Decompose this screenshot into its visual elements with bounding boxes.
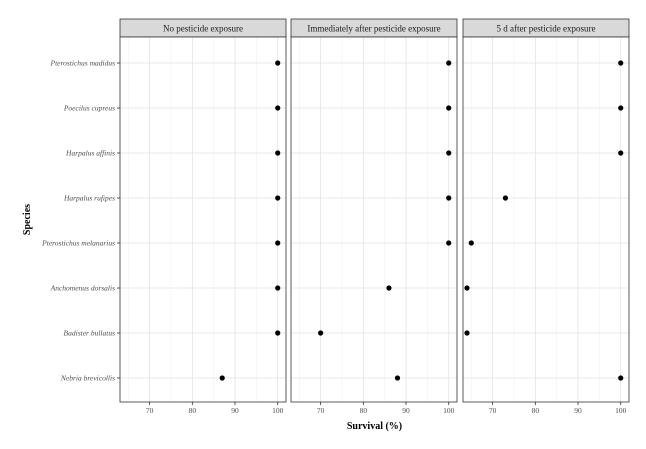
- panel-2: Immediately after pesticide exposure 70 80…: [290, 18, 458, 415]
- panel-strip-label: Immediately after pesticide exposure: [307, 24, 440, 34]
- data-point: [275, 330, 281, 336]
- y-category-label: Nebria brevicollis: [60, 374, 115, 383]
- data-point: [275, 105, 281, 111]
- data-point: [275, 195, 281, 201]
- panel-border: [462, 36, 630, 403]
- y-category-label: Anchomenus dorsalis: [50, 284, 115, 293]
- data-point: [318, 330, 324, 336]
- y-category-label: Pterostichus madidus: [49, 59, 115, 68]
- data-point: [618, 375, 624, 381]
- data-point: [446, 150, 452, 156]
- x-tick-label: 90: [574, 406, 582, 415]
- data-point: [618, 150, 624, 156]
- x-tick-label: 80: [189, 406, 197, 415]
- x-axis-title: Survival (%): [347, 421, 402, 432]
- data-point: [275, 285, 281, 291]
- x-tick-label: 70: [146, 406, 154, 415]
- x-tick-label: 70: [317, 406, 325, 415]
- data-point: [275, 60, 281, 66]
- data-point: [618, 105, 624, 111]
- panel-strip-label: No pesticide exposure: [163, 24, 243, 34]
- data-point: [618, 60, 624, 66]
- x-tick-label: 90: [231, 406, 239, 415]
- panel-background: [120, 37, 286, 402]
- panel-background: [463, 37, 629, 402]
- panel-border: [290, 36, 458, 403]
- y-category-label: Harpalus rufipes: [63, 194, 115, 203]
- panel-background: [291, 37, 457, 402]
- data-point: [386, 285, 392, 291]
- x-tick-label: 90: [402, 406, 410, 415]
- data-point: [446, 105, 452, 111]
- panel-strip-label: 5 d after pesticide exposure: [497, 24, 596, 34]
- data-point: [219, 375, 225, 381]
- y-axis-title: Species: [22, 204, 33, 235]
- data-point: [502, 195, 509, 201]
- x-tick-label: 80: [360, 406, 368, 415]
- x-tick-label: 100: [615, 406, 627, 415]
- data-point: [468, 240, 474, 246]
- x-tick-label: 100: [272, 406, 284, 415]
- y-category-labels: Pterostichus madidus Poecilus cupreus Harp…: [41, 59, 120, 383]
- y-category-label: Poecilus cupreus: [63, 104, 115, 113]
- x-tick-label: 100: [443, 406, 455, 415]
- data-point: [464, 330, 470, 336]
- y-category-label: Pterostichus melanarius: [41, 239, 115, 248]
- data-point: [464, 285, 470, 291]
- x-tick-label: 70: [489, 406, 497, 415]
- data-point: [446, 60, 452, 66]
- data-point: [275, 150, 281, 156]
- data-point: [446, 240, 452, 246]
- data-point: [446, 195, 452, 201]
- data-point: [394, 375, 401, 381]
- y-category-label: Badister bullatus: [64, 329, 116, 338]
- data-point: [275, 240, 281, 246]
- x-tick-label: 80: [532, 406, 540, 415]
- panel-1: No pesticide exposure 70 80 90 100: [119, 18, 287, 415]
- panel-border: [119, 36, 287, 403]
- panel-3: 5 d after pesticide exposure 70 80 90 100: [462, 18, 630, 415]
- y-category-label: Harpalus affinis: [65, 149, 115, 158]
